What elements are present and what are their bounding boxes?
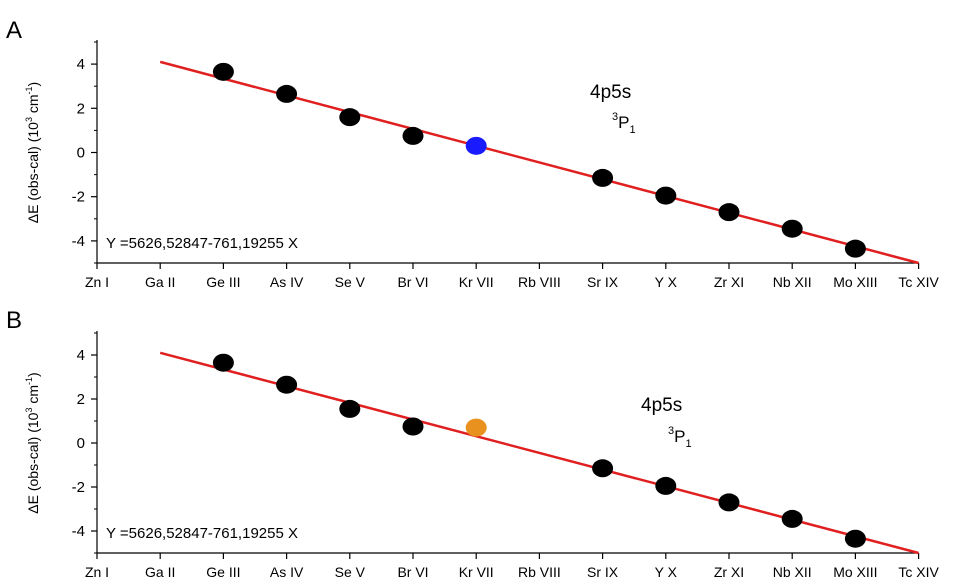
annotation-term: 3P1: [612, 111, 636, 136]
x-tick-label: Se V: [335, 274, 366, 290]
y-tick-label: 4: [77, 347, 85, 364]
annotation-term-sup: 3: [668, 425, 674, 437]
x-tick-label: Rb VIII: [518, 564, 561, 580]
data-point: [339, 108, 361, 127]
y-axis-label: ΔE (obs-cal) (103 cm-1): [24, 372, 41, 513]
x-tick-label: Nb XII: [773, 564, 812, 580]
panel-label: B: [6, 307, 22, 334]
fit-equation: Y =5626,52847-761,19255 X: [106, 525, 298, 542]
annotation-term-sub: 1: [685, 438, 691, 450]
data-point: [844, 239, 866, 258]
data-point: [844, 529, 866, 548]
x-tick-label: Rb VIII: [518, 274, 561, 290]
x-tick-label: Zn I: [85, 274, 109, 290]
y-label-end: ): [25, 372, 41, 377]
x-tick-label: Sr IX: [587, 274, 619, 290]
y-label-sup: -1: [24, 377, 34, 385]
data-point: [465, 418, 487, 437]
data-point: [655, 186, 677, 205]
x-tick-label: Zr XI: [714, 564, 744, 580]
x-tick-label: Kr VII: [459, 564, 494, 580]
annotation-term-sub: 1: [629, 124, 635, 136]
y-tick-label: 4: [77, 56, 85, 73]
x-tick-label: Ga II: [145, 274, 175, 290]
x-tick-label: Ge III: [206, 564, 240, 580]
data-point: [718, 203, 740, 222]
data-point: [781, 219, 803, 238]
fit-line: [159, 351, 919, 555]
chart-panel-b: B -4 -2 0 2 4 Zn I Ga II Ge III As IV Se V Br VI Kr …: [6, 307, 939, 580]
data-point: [718, 493, 740, 512]
data-point: [276, 375, 298, 394]
x-tick-label: Tc XIV: [898, 564, 939, 580]
y-tick-label: 2: [77, 100, 85, 117]
y-label-sup: 3: [24, 117, 34, 122]
annotation-config: 4p5s: [641, 395, 682, 416]
x-tick-label: Ge III: [206, 274, 240, 290]
data-point: [402, 126, 424, 145]
x-tick-label: Br VI: [397, 274, 428, 290]
x-tick-label: Zr XI: [714, 274, 744, 290]
y-label-mid: cm: [25, 94, 41, 117]
x-tick-label: Se V: [335, 564, 366, 580]
data-point: [402, 417, 424, 436]
x-tick-label: As IV: [270, 564, 304, 580]
x-tick-label: Br VI: [397, 564, 428, 580]
y-tick-label: -4: [72, 233, 85, 250]
data-point: [465, 136, 487, 155]
y-tick-label: -2: [72, 479, 85, 496]
data-point: [655, 476, 677, 495]
x-tick-label: Y X: [655, 274, 678, 290]
x-tick-label: Nb XII: [773, 274, 812, 290]
x-tick-label: Mo XIII: [833, 564, 877, 580]
fit-line: [159, 60, 919, 265]
y-tick-label: 0: [77, 145, 85, 162]
x-tick-label: Mo XIII: [833, 274, 877, 290]
y-label-main: ΔE (obs-cal) (10: [25, 412, 41, 513]
x-tick-label: Zn I: [85, 564, 109, 580]
x-tick-label: Ga II: [145, 564, 175, 580]
data-point: [212, 353, 234, 372]
annotation-term: 3P1: [668, 425, 692, 450]
x-tick-label: Kr VII: [459, 274, 494, 290]
y-tick-label: 0: [77, 435, 85, 452]
y-label-sup: -1: [24, 86, 34, 94]
x-tick-label: As IV: [270, 274, 304, 290]
y-tick-label: -2: [72, 189, 85, 206]
annotation-term-sup: 3: [612, 111, 618, 123]
annotation-config: 4p5s: [590, 82, 631, 103]
fit-equation: Y =5626,52847-761,19255 X: [106, 235, 298, 252]
y-tick-label: 2: [77, 391, 85, 408]
data-point: [781, 509, 803, 528]
y-label-main: ΔE (obs-cal) (10: [25, 122, 41, 223]
y-label-sup: 3: [24, 408, 34, 413]
panel-label: A: [6, 17, 22, 44]
data-point: [592, 168, 614, 187]
data-point: [592, 459, 614, 478]
y-axis-label: ΔE (obs-cal) (103 cm-1): [24, 82, 41, 223]
y-label-mid: cm: [25, 385, 41, 408]
x-tick-label: Sr IX: [587, 564, 619, 580]
chart-panel-a: A -4 -2 0 2 4 Zn I Ga II Ge III As IV Se V Br VI Kr …: [6, 17, 939, 290]
data-point: [276, 84, 298, 103]
annotation-term-letter: P: [618, 113, 629, 132]
data-point: [212, 62, 234, 81]
annotation-term-letter: P: [674, 427, 685, 446]
x-tick-label: Y X: [655, 564, 678, 580]
data-point: [339, 399, 361, 418]
y-label-end: ): [25, 82, 41, 87]
x-tick-label: Tc XIV: [898, 274, 939, 290]
y-tick-label: -4: [72, 523, 85, 540]
